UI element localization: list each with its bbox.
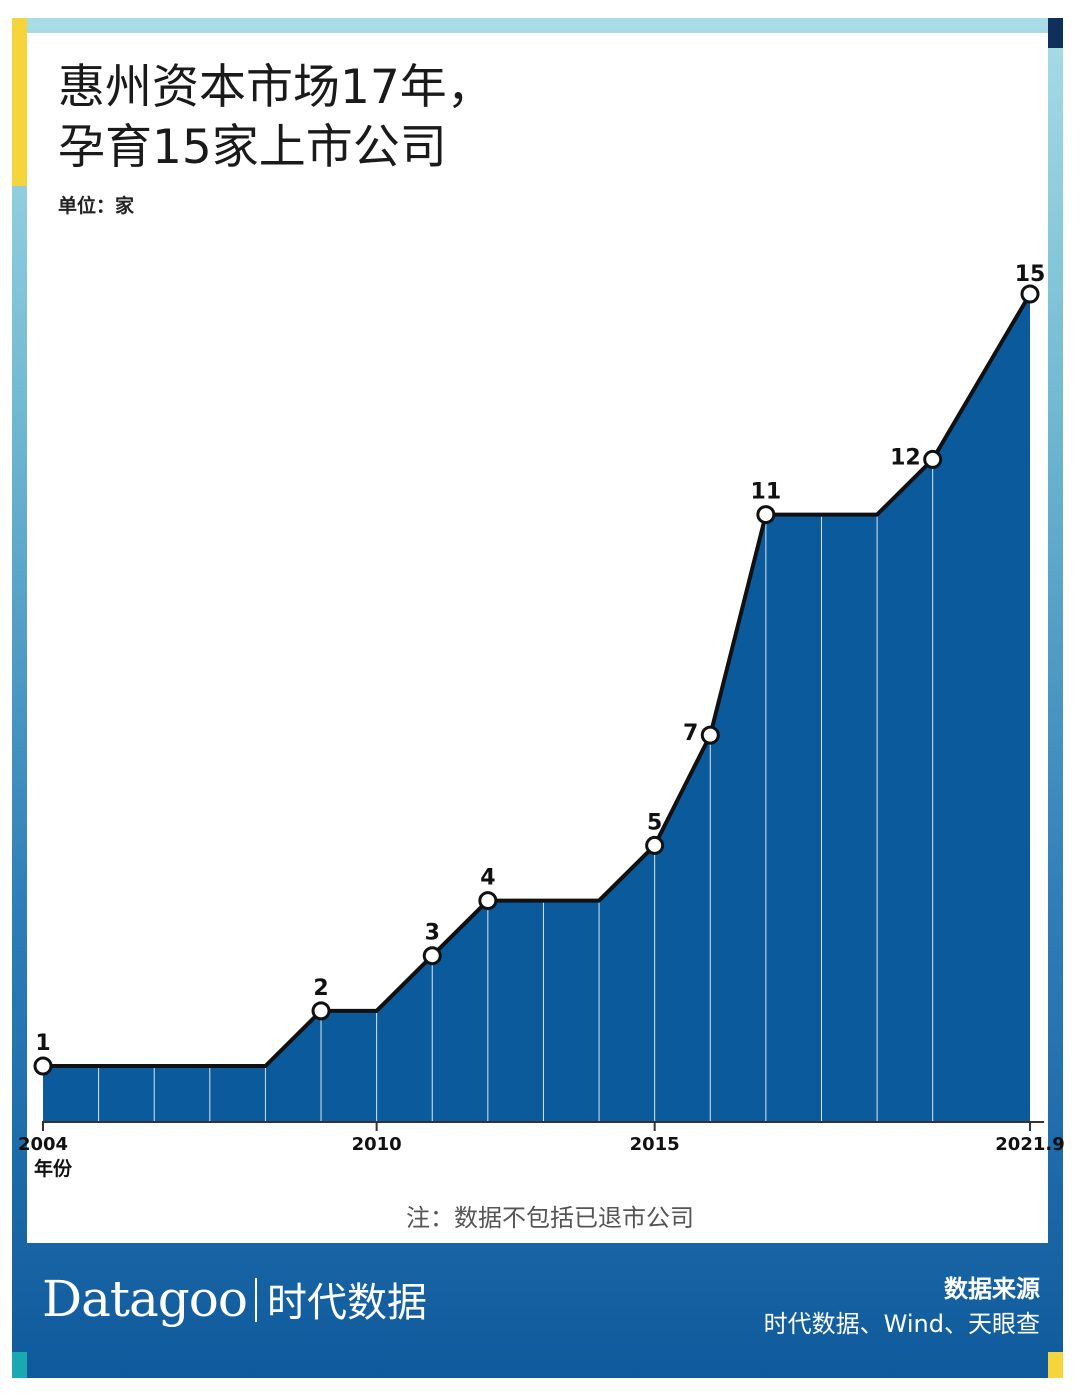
data-label-7: 7 [683, 721, 698, 746]
x-tick-label-2015: 2015 [630, 1134, 680, 1155]
area-fill [43, 294, 1030, 1121]
data-point-15 [1020, 284, 1040, 304]
data-point-4 [478, 891, 498, 911]
x-tick-label-2010: 2010 [352, 1134, 402, 1155]
accent-bar-top-right [1048, 18, 1063, 48]
data-label-2: 2 [313, 976, 328, 1001]
accent-bar-bottom-right [1048, 1352, 1063, 1378]
data-point-7 [700, 725, 720, 745]
series-line [43, 292, 1032, 1068]
title-line-2: 孕育15家上市公司 [58, 120, 447, 175]
data-label-3: 3 [425, 921, 440, 946]
brand-chinese: 时代数据 [267, 1280, 428, 1326]
x-tick-label-2004: 2004 [18, 1134, 68, 1155]
data-label-4: 4 [480, 866, 495, 891]
source-text: 时代数据、Wind、天眼查 [763, 1310, 1040, 1338]
data-point-5 [645, 835, 665, 855]
data-label-5: 5 [647, 810, 662, 835]
unit-label: 单位：家 [58, 195, 135, 217]
data-label-12: 12 [890, 445, 921, 470]
data-point-11 [756, 505, 776, 525]
accent-bar-top-left [12, 18, 27, 186]
source-title: 数据来源 [944, 1275, 1040, 1303]
title-line-1: 惠州资本市场17年， [58, 60, 494, 115]
data-point-3 [422, 946, 442, 966]
data-label-15: 15 [1015, 262, 1046, 287]
chart-title: 惠州资本市场17年， 孕育15家上市公司 [58, 58, 494, 178]
data-label-1: 1 [35, 1031, 50, 1056]
data-point-2 [311, 1001, 331, 1021]
x-axis-title: 年份 [34, 1157, 73, 1180]
brand-logo: Datagoo 时代数据 [42, 1270, 427, 1328]
source-block: 数据来源 时代数据、Wind、天眼查 [764, 1272, 1040, 1342]
data-point-12 [923, 449, 943, 469]
brand-divider [255, 1278, 258, 1322]
data-label-11: 11 [751, 480, 782, 505]
accent-bar-bottom-left [12, 1352, 27, 1378]
x-tick-label-2021.9: 2021.9 [995, 1134, 1064, 1155]
brand-latin: Datagoo [42, 1270, 248, 1328]
data-point-1 [33, 1056, 53, 1076]
footnote: 注：数据不包括已退市公司 [406, 1204, 694, 1232]
